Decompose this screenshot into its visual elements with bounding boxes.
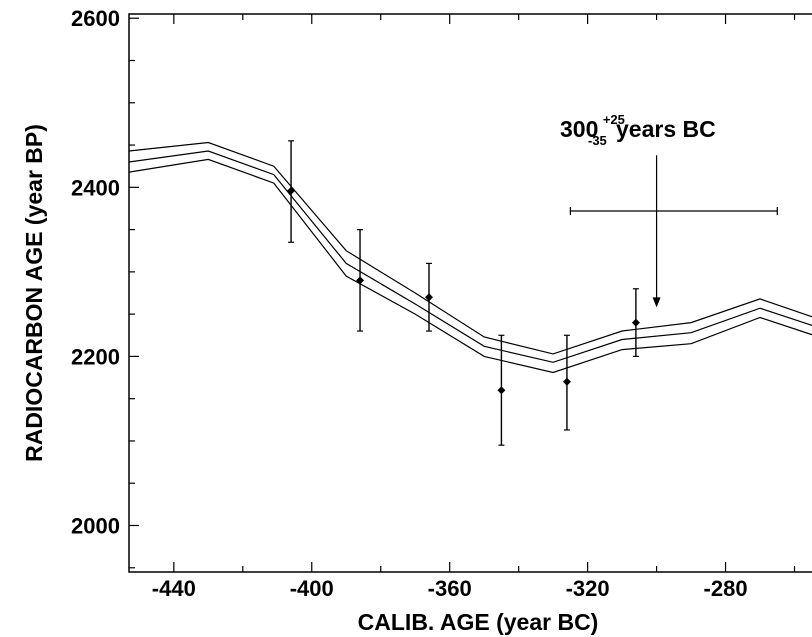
result-arrow-head [652, 297, 661, 308]
annotation-sup: +25 [603, 112, 625, 127]
y-axis-title: RADIOCARBON AGE (year BP) [21, 124, 47, 462]
x-axis-title: CALIB. AGE (year BC) [358, 609, 599, 635]
annotation-sub: -35 [588, 133, 607, 148]
result-annotation: 300 +25 -35 years BC [560, 111, 716, 149]
calibration-curve-upper [128, 141, 812, 355]
x-tick-label: -440 [152, 576, 196, 601]
y-tick-label: 2000 [71, 514, 120, 539]
data-point [497, 386, 506, 395]
data-point [287, 186, 296, 195]
ticks-layer: -440 -400 -360 -320 -280 2000 2200 2400 2600 [71, 6, 796, 601]
calibration-curve-lower [128, 158, 812, 374]
result-layer [569, 155, 778, 308]
calibration-curve-center [128, 150, 812, 363]
data-point [562, 377, 571, 386]
x-tick-label: -400 [290, 576, 334, 601]
annotation-suffix: years BC [616, 116, 716, 142]
y-tick-label: 2200 [71, 344, 120, 369]
y-tick-label: 2400 [71, 175, 120, 200]
points-layer [287, 140, 640, 446]
data-point [425, 293, 433, 302]
x-tick-label: -280 [704, 576, 748, 601]
plot-frame [128, 13, 812, 573]
x-tick-label: -360 [428, 576, 472, 601]
data-point [631, 318, 640, 327]
data-point [356, 276, 365, 285]
annotation-base: 300 [560, 116, 598, 142]
x-tick-label: -320 [566, 576, 610, 601]
curves-layer [128, 141, 812, 374]
y-tick-label: 2600 [71, 6, 120, 31]
